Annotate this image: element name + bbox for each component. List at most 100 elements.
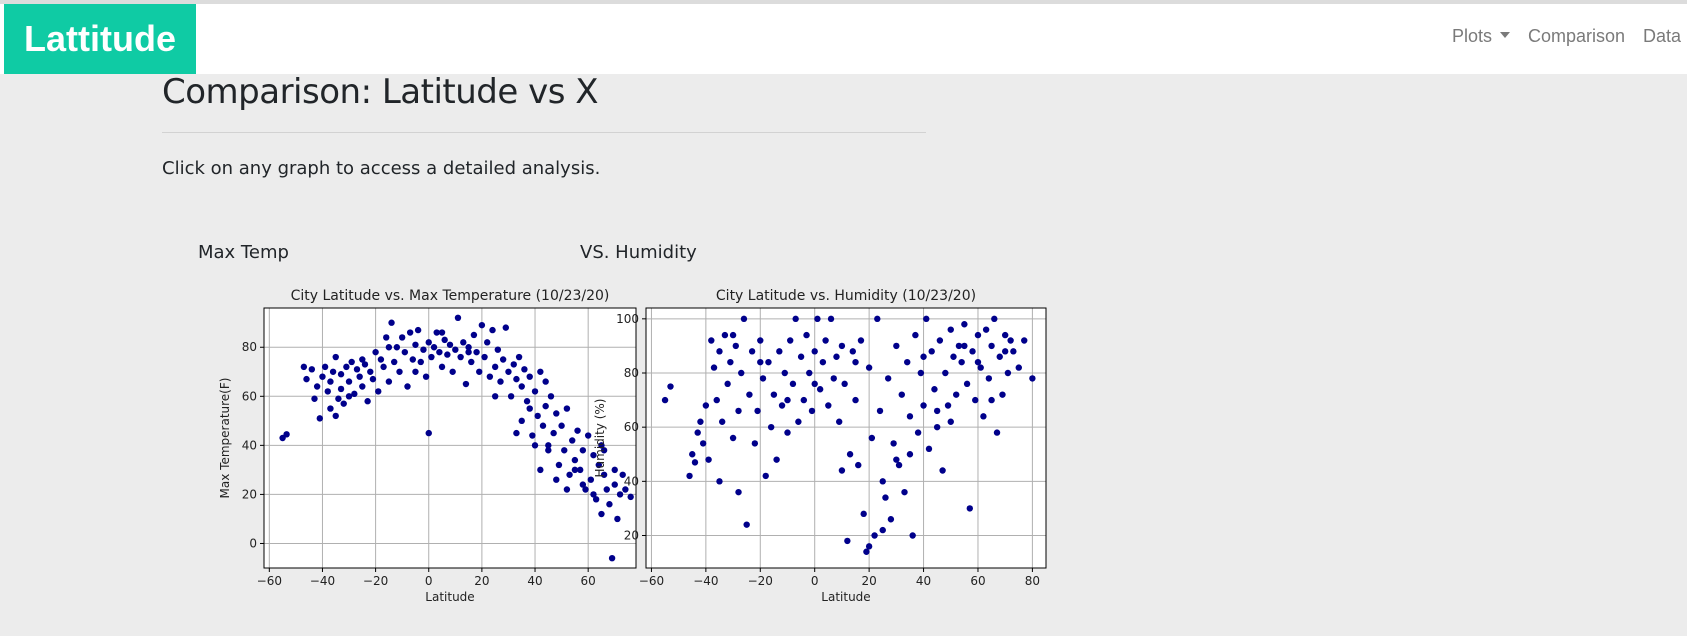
data-point xyxy=(454,314,462,322)
data-point xyxy=(412,368,419,375)
data-point xyxy=(457,353,464,361)
y-tick-label: 80 xyxy=(624,366,639,380)
data-point xyxy=(852,396,859,404)
data-point xyxy=(321,363,329,371)
data-point xyxy=(420,346,427,353)
data-point xyxy=(343,363,350,371)
data-point xyxy=(595,461,602,469)
data-point xyxy=(348,358,355,366)
data-point xyxy=(529,432,536,439)
data-point xyxy=(542,378,549,385)
chart-max-temp[interactable]: −60 −40 −20 0 20 40 60 0 20 40 60 80 City Latitude v… xyxy=(218,288,637,604)
data-point xyxy=(708,337,715,344)
data-point xyxy=(311,395,318,402)
data-point xyxy=(996,353,1003,360)
data-point xyxy=(526,373,533,380)
data-point xyxy=(816,386,824,393)
data-point xyxy=(592,496,600,503)
data-point xyxy=(863,548,870,555)
data-point xyxy=(513,429,520,437)
data-point xyxy=(622,486,629,493)
data-point xyxy=(879,478,886,485)
data-point xyxy=(961,321,968,328)
data-point xyxy=(691,459,699,466)
data-point xyxy=(441,336,448,344)
data-point xyxy=(369,375,377,383)
data-point xyxy=(518,383,525,390)
data-point xyxy=(438,329,446,336)
x-tick-label: 0 xyxy=(811,574,819,588)
brand-logo[interactable]: Lattitude xyxy=(4,4,196,74)
data-point xyxy=(969,348,976,355)
caption-max-temp: Max Temp xyxy=(198,242,289,263)
data-point xyxy=(792,315,799,323)
data-point xyxy=(841,380,848,388)
data-point xyxy=(901,488,908,496)
data-point xyxy=(539,422,547,429)
data-point xyxy=(882,494,889,501)
data-point xyxy=(871,532,878,539)
data-point xyxy=(988,396,995,404)
data-point xyxy=(838,467,846,474)
data-point xyxy=(944,402,952,409)
data-point xyxy=(406,329,414,336)
data-point xyxy=(627,493,634,501)
data-point xyxy=(784,396,791,404)
data-point xyxy=(947,418,954,425)
data-point xyxy=(689,451,696,458)
data-point xyxy=(716,348,723,355)
data-point xyxy=(955,342,963,350)
data-point xyxy=(838,342,846,350)
nav-comparison-link[interactable]: Comparison xyxy=(1528,26,1626,46)
data-point xyxy=(505,368,512,375)
data-point xyxy=(414,326,422,334)
data-point xyxy=(332,353,339,361)
data-point xyxy=(446,341,454,348)
y-tick-label: 100 xyxy=(616,312,639,326)
data-point xyxy=(822,337,829,344)
data-point xyxy=(332,412,339,420)
data-point xyxy=(980,413,987,420)
chart-title: City Latitude vs. Humidity (10/23/20) xyxy=(716,288,976,304)
data-point xyxy=(449,368,456,375)
data-point xyxy=(361,361,369,368)
data-point xyxy=(985,375,993,382)
nav-plots-dropdown[interactable]: Plots xyxy=(1452,26,1511,47)
x-tick-label: −40 xyxy=(310,574,335,588)
data-point xyxy=(579,481,587,488)
data-point xyxy=(977,364,984,371)
data-point xyxy=(814,315,821,323)
data-point xyxy=(383,334,390,341)
x-tick-label: 60 xyxy=(581,574,596,588)
data-point xyxy=(619,471,626,478)
data-point xyxy=(988,342,995,350)
data-point xyxy=(966,505,974,512)
title-divider xyxy=(162,132,926,133)
data-point xyxy=(776,348,783,355)
data-point xyxy=(324,388,331,395)
data-point xyxy=(697,418,704,425)
data-point xyxy=(830,375,837,382)
data-point xyxy=(491,363,499,371)
chart-humidity[interactable]: −60 −40 −20 0 20 40 60 80 20 40 60 80 100 City Latitu… xyxy=(593,288,1047,604)
data-point xyxy=(542,402,549,410)
data-point xyxy=(735,488,742,496)
data-point xyxy=(337,371,345,378)
data-point xyxy=(947,326,954,333)
data-point xyxy=(484,339,491,346)
data-point xyxy=(963,380,971,388)
x-tick-label: −60 xyxy=(639,574,664,588)
data-point xyxy=(393,344,401,351)
data-point xyxy=(303,375,310,383)
data-point xyxy=(740,315,748,323)
data-point xyxy=(401,348,409,356)
nav-data-link[interactable]: Data xyxy=(1643,26,1682,46)
data-point xyxy=(716,478,723,485)
y-tick-label: 80 xyxy=(242,340,257,354)
x-axis-label: Latitude xyxy=(821,590,870,604)
data-point xyxy=(865,364,873,371)
plot-frame xyxy=(263,307,637,569)
data-point xyxy=(537,368,544,375)
data-point xyxy=(895,461,903,469)
